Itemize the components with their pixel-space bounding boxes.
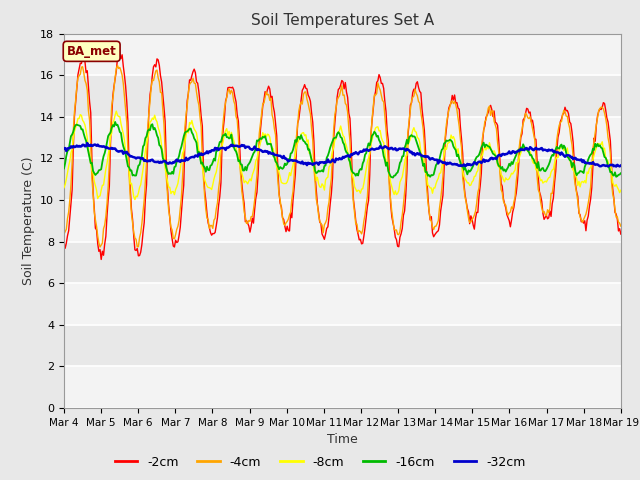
-32cm: [567, 155, 575, 160]
X-axis label: Time: Time: [327, 433, 358, 446]
-2cm: [115, 47, 122, 52]
Line: -8cm: -8cm: [64, 111, 621, 200]
-32cm: [83, 140, 91, 146]
Line: -4cm: -4cm: [64, 65, 621, 247]
-32cm: [399, 145, 407, 151]
-16cm: [472, 156, 479, 162]
-2cm: [298, 96, 305, 102]
Bar: [64, 200, 621, 241]
-16cm: [111, 119, 119, 125]
-32cm: [234, 144, 242, 149]
-8cm: [374, 124, 381, 130]
-16cm: [296, 136, 304, 142]
-16cm: [60, 166, 68, 171]
Text: BA_met: BA_met: [67, 45, 116, 58]
-32cm: [373, 146, 381, 152]
-4cm: [568, 142, 576, 148]
-2cm: [568, 129, 576, 135]
-8cm: [472, 173, 479, 179]
-32cm: [60, 145, 68, 151]
-4cm: [298, 99, 305, 105]
-2cm: [472, 216, 479, 221]
-4cm: [96, 244, 104, 250]
-4cm: [374, 80, 381, 85]
Bar: [64, 366, 621, 408]
-32cm: [612, 164, 620, 169]
-32cm: [296, 160, 304, 166]
-2cm: [60, 240, 68, 245]
-2cm: [374, 78, 381, 84]
-8cm: [568, 165, 576, 171]
Line: -2cm: -2cm: [64, 49, 621, 260]
-8cm: [617, 187, 625, 193]
-2cm: [97, 257, 105, 263]
Legend: -2cm, -4cm, -8cm, -16cm, -32cm: -2cm, -4cm, -8cm, -16cm, -32cm: [109, 451, 531, 474]
-16cm: [401, 145, 408, 151]
-4cm: [617, 223, 625, 229]
Line: -16cm: -16cm: [64, 122, 621, 178]
-16cm: [568, 165, 576, 170]
-16cm: [617, 170, 625, 176]
-4cm: [60, 231, 68, 237]
Bar: [64, 283, 621, 325]
-8cm: [131, 197, 139, 203]
-16cm: [389, 175, 397, 180]
-8cm: [113, 108, 120, 114]
-16cm: [234, 158, 242, 164]
-32cm: [470, 159, 478, 165]
-8cm: [236, 161, 243, 167]
Y-axis label: Soil Temperature (C): Soil Temperature (C): [22, 156, 35, 285]
Bar: [64, 117, 621, 158]
-2cm: [617, 231, 625, 237]
Bar: [64, 34, 621, 75]
-32cm: [617, 163, 625, 168]
-4cm: [114, 62, 122, 68]
-8cm: [60, 185, 68, 191]
-2cm: [401, 208, 408, 214]
-4cm: [236, 158, 243, 164]
-4cm: [472, 208, 479, 214]
-8cm: [401, 160, 408, 166]
-4cm: [401, 189, 408, 195]
-16cm: [373, 134, 381, 140]
Title: Soil Temperatures Set A: Soil Temperatures Set A: [251, 13, 434, 28]
-8cm: [298, 132, 305, 137]
Line: -32cm: -32cm: [64, 143, 621, 167]
-2cm: [236, 139, 243, 145]
